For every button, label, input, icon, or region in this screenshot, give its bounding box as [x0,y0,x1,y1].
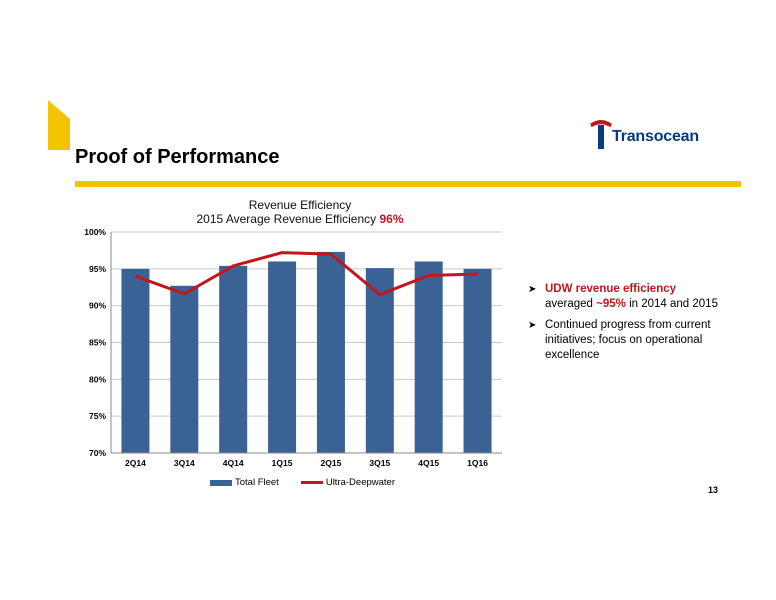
title-rule [75,181,741,187]
y-tick-label: 95% [89,264,106,274]
bar-total-fleet [170,285,199,453]
x-tick-label: 4Q14 [223,458,244,468]
page-number: 13 [708,485,719,495]
transocean-t-icon [590,120,612,149]
grid-layer [111,231,502,417]
bullet-text: Continued progress from current initiati… [545,319,711,361]
x-tick-label: 1Q15 [272,458,293,468]
arrow-bullet-icon: ➤ [528,284,537,295]
bar-total-fleet [365,268,394,453]
y-tick-label: 85% [89,338,106,348]
line-layer [134,251,478,297]
chart-subtitle: 2015 Average Revenue Efficiency 96% [60,212,540,226]
x-tick-label: 3Q15 [369,458,390,468]
y-tick-label: 100% [84,227,106,237]
page-title: Proof of Performance [75,146,280,168]
legend-label-total-fleet: Total Fleet [235,477,279,488]
x-tick-label: 4Q15 [418,458,439,468]
arrow-bullet-icon: ➤ [528,320,537,331]
bar-layer [121,251,492,453]
chart-title: Revenue Efficiency [248,198,352,212]
y-tick-label: 90% [89,301,106,311]
chart-subtitle-highlight: 96% [379,212,404,226]
bar-total-fleet [121,268,150,453]
bar-total-fleet [268,261,297,453]
bullet-highlight: ~95% [596,298,626,310]
bullet-text-post: in 2014 and 2015 [625,298,718,310]
x-tick-label: 2Q15 [321,458,342,468]
legend-swatch-ultra-deepwater [300,481,323,484]
bullet-item: ➤ Continued progress from current initia… [528,318,738,363]
bullet-item: ➤ UDW revenue efficiency averaged ~95% i… [528,282,738,312]
chart-legend: Total Fleet Ultra-Deepwater [210,477,395,488]
transocean-logo: Transocean [588,118,728,152]
logo-text: Transocean [612,128,699,145]
line-ultra-deepwater [134,251,478,297]
bar-total-fleet [316,251,345,453]
x-tick-label: 2Q14 [125,458,146,468]
y-tick-label: 75% [89,411,106,421]
chart-subtitle-text: 2015 Average Revenue Efficiency [196,212,380,226]
bar-total-fleet [414,261,443,453]
y-tick-label: 80% [89,374,106,384]
bullet-lead: UDW revenue efficiency [545,283,677,295]
legend-swatch-total-fleet [210,479,232,486]
bullet-list: ➤ UDW revenue efficiency averaged ~95% i… [528,282,738,369]
axis-layer: 70% 75% 80% 85% 90% 95% 100% 2Q14 3Q14 4Q14 1Q15 2Q… [84,227,502,468]
y-tick-label: 70% [89,448,106,458]
bar-total-fleet [463,268,492,453]
legend-label-ultra-deepwater: Ultra-Deepwater [325,477,395,488]
bullet-text-pre: averaged [545,298,597,310]
x-tick-label: 3Q14 [174,458,195,468]
bar-total-fleet [219,265,248,453]
bullet-text: UDW revenue efficiency averaged ~95% in … [545,282,718,312]
x-tick-label: 1Q16 [467,458,488,468]
